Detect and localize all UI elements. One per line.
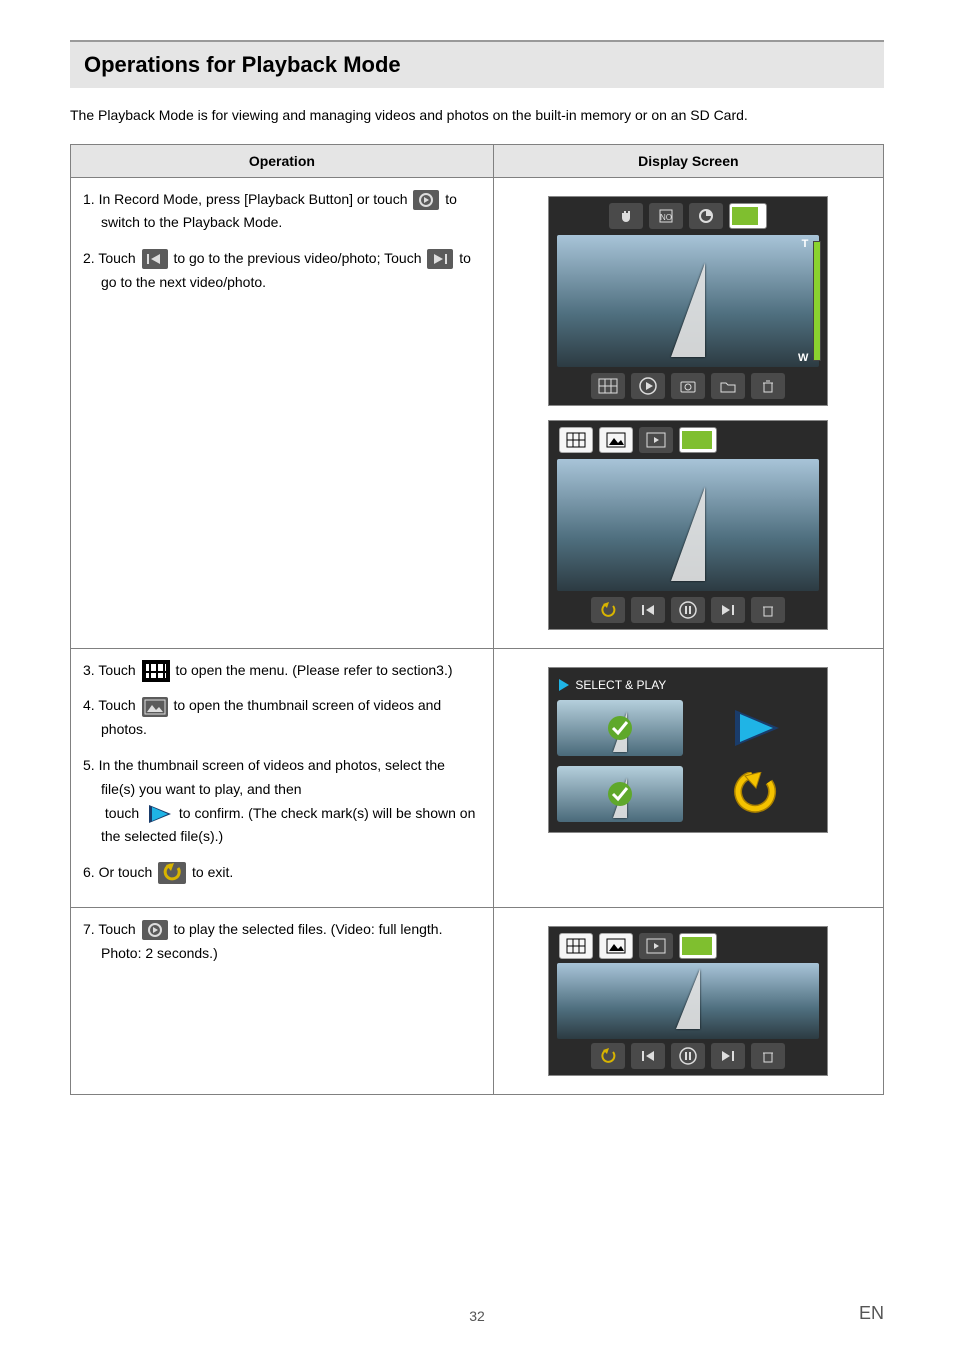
table-row: 7. Touch to play the selected files. (Vi… [71, 907, 884, 1094]
menu-grid-icon [559, 427, 593, 453]
trash-icon [751, 373, 785, 399]
step-5: 5. In the thumbnail screen of videos and… [83, 754, 481, 849]
menu-grid-icon [591, 373, 625, 399]
next-icon [711, 597, 745, 623]
thumb-icon [599, 933, 633, 959]
play-action-icon [693, 700, 819, 756]
playback-screen [548, 420, 828, 630]
page-number: 32 [469, 1308, 485, 1324]
trash-icon [751, 1043, 785, 1069]
menu-grid-icon [559, 933, 593, 959]
zoom-t: T [802, 238, 809, 250]
scene-preview [557, 459, 819, 591]
trash-icon [751, 597, 785, 623]
battery-icon [679, 933, 717, 959]
language-label: EN [859, 1303, 884, 1324]
step-text: to open the menu. (Please refer to secti… [175, 662, 452, 678]
select-play-label: SELECT & PLAY [575, 678, 666, 692]
step-3: 3. Touch to open the menu. (Please refer… [83, 659, 481, 683]
confirm-play-icon [145, 803, 173, 825]
step-text: 6. Or touch [83, 864, 156, 880]
exit-action-icon [693, 766, 819, 822]
table-row: 3. Touch to open the menu. (Please refer… [71, 648, 884, 907]
slideshow-icon [639, 427, 673, 453]
thumb-selected [557, 700, 683, 756]
record-screen: NO T W [548, 196, 828, 406]
exit-icon [158, 862, 186, 884]
step-text: 3. Touch [83, 662, 140, 678]
step-text: to exit. [192, 864, 233, 880]
intro-text: The Playback Mode is for viewing and man… [70, 106, 884, 126]
step-text: 1. In Record Mode, press [Playback Butto… [83, 191, 411, 207]
step-text: 2. Touch [83, 250, 140, 266]
step-1: 1. In Record Mode, press [Playback Butto… [83, 188, 481, 236]
battery-icon [729, 203, 767, 229]
playback-icon [413, 190, 439, 210]
scene-preview [557, 963, 819, 1039]
step-text: 4. Touch [83, 697, 140, 713]
scene-preview [557, 235, 819, 367]
prev-icon [142, 249, 168, 269]
pause-icon [671, 1043, 705, 1069]
section-header: Operations for Playback Mode [70, 40, 884, 88]
operations-table: Operation Display Screen 1. In Record Mo… [70, 144, 884, 1095]
zoom-w: W [798, 352, 808, 364]
step-2: 2. Touch to go to the previous video/pho… [83, 247, 481, 295]
back-icon [591, 597, 625, 623]
step-text: to go to the previous video/photo; Touch [173, 250, 425, 266]
next-icon [711, 1043, 745, 1069]
thumb-icon [599, 427, 633, 453]
menu-grid-icon [142, 660, 170, 682]
step-7: 7. Touch to play the selected files. (Vi… [83, 918, 481, 966]
folder-icon [711, 373, 745, 399]
zoom-bar: T W [813, 241, 821, 361]
table-row: 1. In Record Mode, press [Playback Butto… [71, 177, 884, 648]
triangle-icon [559, 679, 569, 691]
back-icon [591, 1043, 625, 1069]
col-display: Display Screen [493, 144, 883, 177]
hand-icon [609, 203, 643, 229]
step-text: touch [105, 805, 143, 821]
next-icon [427, 249, 453, 269]
prev-icon [631, 597, 665, 623]
play-icon [142, 920, 168, 940]
display-mock [506, 918, 871, 1084]
battery-icon [679, 427, 717, 453]
color-icon [689, 203, 723, 229]
step-text: 7. Touch [83, 921, 140, 937]
thumb-selected [557, 766, 683, 822]
scene-icon: NO [649, 203, 683, 229]
select-play-panel: SELECT & PLAY [548, 667, 828, 833]
display-mock: SELECT & PLAY [506, 659, 871, 841]
thumb-icon [142, 697, 168, 717]
pause-icon [671, 597, 705, 623]
camera-icon [671, 373, 705, 399]
svg-text:NO: NO [660, 213, 672, 222]
col-operation: Operation [71, 144, 494, 177]
step-6: 6. Or touch to exit. [83, 861, 481, 885]
playback-screen [548, 926, 828, 1076]
step-4: 4. Touch to open the thumbnail screen of… [83, 694, 481, 742]
step-text: 5. In the thumbnail screen of videos and… [83, 757, 445, 797]
play-circle-icon [631, 373, 665, 399]
prev-icon [631, 1043, 665, 1069]
select-play-title: SELECT & PLAY [557, 674, 819, 700]
slideshow-icon [639, 933, 673, 959]
display-mock: NO T W [506, 188, 871, 638]
